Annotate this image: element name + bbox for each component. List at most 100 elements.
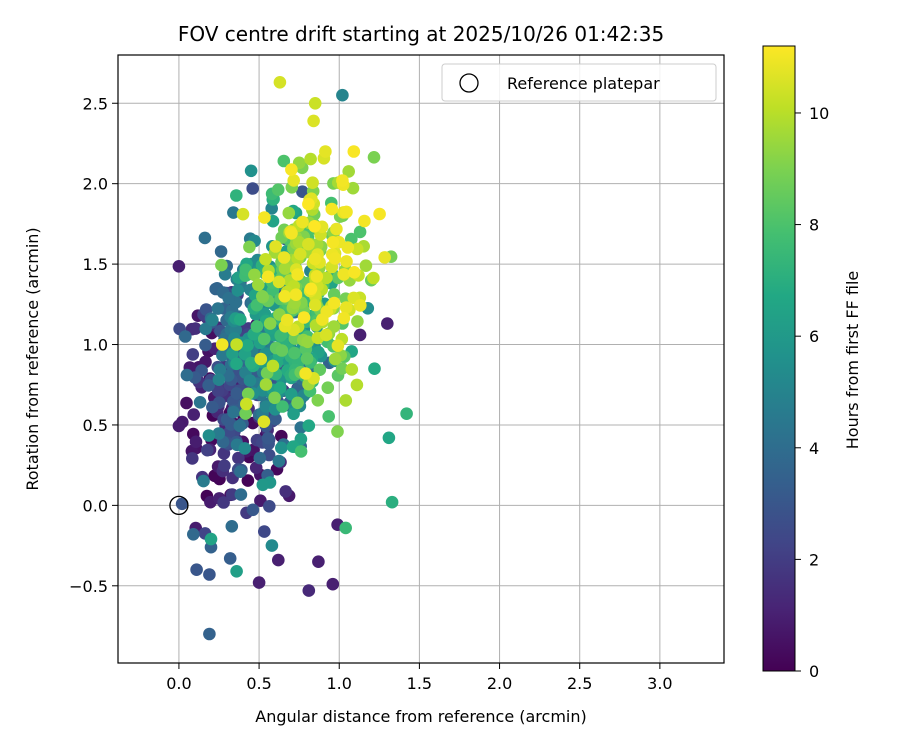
data-point	[244, 164, 258, 178]
legend: Reference platepar	[441, 63, 717, 102]
data-point	[400, 407, 413, 421]
data-point	[187, 528, 200, 541]
data-point	[236, 207, 250, 221]
data-point	[337, 311, 351, 325]
data-point	[304, 282, 318, 296]
data-point	[259, 252, 272, 266]
data-point	[381, 317, 394, 330]
data-point	[294, 432, 308, 446]
data-point	[202, 379, 215, 392]
data-point	[249, 461, 263, 475]
data-point	[308, 252, 322, 266]
data-point	[215, 338, 229, 351]
data-point	[244, 356, 258, 370]
data-point	[354, 299, 367, 312]
data-point	[253, 451, 267, 465]
data-point	[186, 452, 199, 465]
data-point	[203, 627, 216, 641]
data-point	[212, 373, 226, 387]
data-point	[206, 400, 219, 414]
data-point	[321, 381, 335, 395]
data-point	[276, 400, 289, 413]
data-point	[266, 359, 280, 373]
data-point	[204, 532, 218, 546]
x-tick-label: 0.5	[246, 674, 271, 693]
data-point	[341, 241, 355, 254]
data-point	[230, 189, 243, 202]
data-point	[180, 396, 193, 410]
data-point	[353, 328, 367, 342]
data-point	[246, 182, 259, 195]
data-point	[288, 346, 301, 360]
data-point	[382, 431, 396, 445]
data-point	[277, 251, 291, 264]
data-point	[302, 419, 316, 433]
data-point	[287, 407, 300, 421]
data-point	[358, 214, 371, 228]
data-point	[230, 357, 243, 371]
data-point	[175, 497, 189, 511]
data-point	[322, 410, 336, 423]
data-point	[307, 114, 320, 128]
data-point	[294, 445, 308, 458]
data-point	[217, 496, 230, 509]
data-point	[257, 332, 271, 346]
colorbar-tick-label: 0	[809, 662, 819, 681]
data-point	[327, 296, 341, 310]
data-point	[234, 313, 247, 326]
data-point	[197, 474, 210, 488]
data-point	[340, 255, 353, 268]
data-point	[302, 584, 316, 597]
data-point	[238, 442, 252, 455]
data-point	[257, 415, 271, 429]
plot-frame	[117, 54, 725, 664]
data-point	[258, 525, 271, 538]
colorbar-tick-label: 6	[809, 327, 819, 346]
data-point	[308, 97, 322, 110]
data-point	[273, 76, 287, 89]
data-point	[311, 394, 325, 407]
data-point	[289, 288, 303, 302]
y-tick-label: 1.5	[83, 255, 108, 274]
data-point	[347, 145, 361, 158]
x-tick-label: 1.0	[327, 674, 352, 693]
data-point	[254, 352, 268, 366]
data-point	[202, 429, 216, 442]
data-point	[326, 577, 340, 591]
data-point	[353, 225, 367, 239]
data-point	[335, 362, 349, 375]
data-point	[214, 245, 228, 258]
data-point	[350, 378, 364, 392]
data-point	[261, 432, 275, 445]
data-point	[272, 553, 285, 567]
data-point	[256, 478, 270, 492]
data-point	[172, 419, 186, 433]
data-point	[211, 302, 225, 315]
data-point	[189, 322, 202, 335]
data-point	[258, 211, 271, 224]
data-point	[216, 348, 229, 362]
data-point	[301, 335, 315, 349]
data-point	[186, 348, 200, 361]
data-point	[231, 284, 245, 297]
data-point	[373, 207, 386, 221]
data-point	[180, 368, 194, 382]
data-point	[299, 367, 312, 380]
data-points	[172, 76, 413, 641]
data-point	[285, 163, 298, 176]
data-point	[271, 183, 285, 196]
data-point	[297, 311, 311, 324]
data-point	[227, 206, 240, 219]
data-point	[282, 206, 296, 220]
data-point	[331, 425, 344, 438]
data-point	[345, 363, 359, 376]
data-point	[211, 384, 225, 398]
axis-ticks: 0.0 0.5 1.0 1.5 2.0 2.5 3.0 −0.5 0.0 0.5 1.0 1.5 2.0…	[69, 94, 672, 693]
legend-box	[441, 63, 717, 102]
data-point	[348, 266, 361, 279]
data-point	[246, 503, 260, 517]
data-point	[275, 441, 288, 455]
data-point	[275, 344, 289, 357]
data-point	[222, 291, 235, 305]
data-point	[331, 339, 345, 353]
